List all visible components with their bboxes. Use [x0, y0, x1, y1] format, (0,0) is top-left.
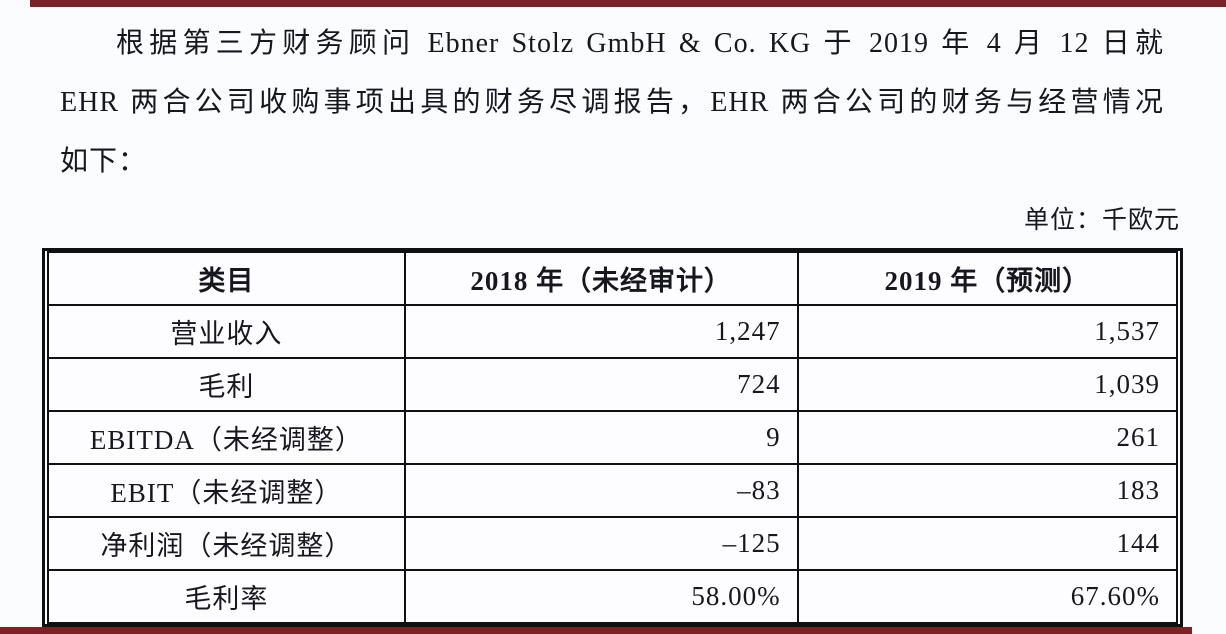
paragraph-line-3: 如下： [60, 146, 148, 177]
row-label-cell: 营业收入 [47, 304, 406, 359]
table-row: EBITDA（未经调整） 9 261 [47, 410, 1179, 465]
table-row: 毛利率 58.00% 67.60% [47, 569, 1179, 624]
table-row: EBIT（未经调整） –83 183 [47, 463, 1179, 518]
header-2019: 2019 年（预测） [796, 251, 1179, 306]
row-label-cell: EBITDA（未经调整） [47, 410, 406, 465]
financial-table-wrapper: 类目 2018 年（未经审计） 2019 年（预测） 营业收入 1,247 1,53… [42, 248, 1183, 627]
paragraph-line-1: 根据第三方财务顾问 Ebner Stolz GmbH & Co. KG 于 20… [116, 28, 1164, 59]
value-2019-cell: 144 [796, 516, 1179, 571]
value-2019-cell: 1,039 [796, 357, 1179, 412]
value-2019-cell: 183 [796, 463, 1179, 518]
table-row: 营业收入 1,247 1,537 [47, 304, 1179, 359]
header-2018: 2018 年（未经审计） [403, 251, 799, 306]
row-label-cell: EBIT（未经调整） [47, 463, 406, 518]
value-2019-cell: 67.60% [796, 569, 1179, 624]
table-row: 净利润（未经调整） –125 144 [47, 516, 1179, 571]
bottom-accent-bar [0, 627, 1192, 634]
row-label-cell: 净利润（未经调整） [47, 516, 406, 571]
value-2019-cell: 261 [796, 410, 1179, 465]
top-accent-bar [30, 0, 1226, 7]
financial-table: 类目 2018 年（未经审计） 2019 年（预测） 营业收入 1,247 1,53… [47, 251, 1179, 624]
row-label-cell: 毛利率 [47, 569, 406, 624]
paragraph-line-2: EHR 两合公司收购事项出具的财务尽调报告，EHR 两合公司的财务与经营情况 [60, 87, 1164, 118]
value-2018-cell: 724 [403, 357, 799, 412]
table-header-row: 类目 2018 年（未经审计） 2019 年（预测） [47, 251, 1179, 306]
unit-note: 单位：千欧元 [1023, 207, 1180, 234]
value-2018-cell: –83 [403, 463, 799, 518]
value-2018-cell: 58.00% [403, 569, 799, 624]
row-label-cell: 毛利 [47, 357, 406, 412]
value-2019-cell: 1,537 [796, 304, 1179, 359]
value-2018-cell: 9 [403, 410, 799, 465]
header-category: 类目 [47, 251, 406, 306]
table-row: 毛利 724 1,039 [47, 357, 1179, 412]
value-2018-cell: –125 [403, 516, 799, 571]
intro-paragraph: 根据第三方财务顾问 Ebner Stolz GmbH & Co. KG 于 20… [60, 14, 1164, 191]
value-2018-cell: 1,247 [403, 304, 799, 359]
